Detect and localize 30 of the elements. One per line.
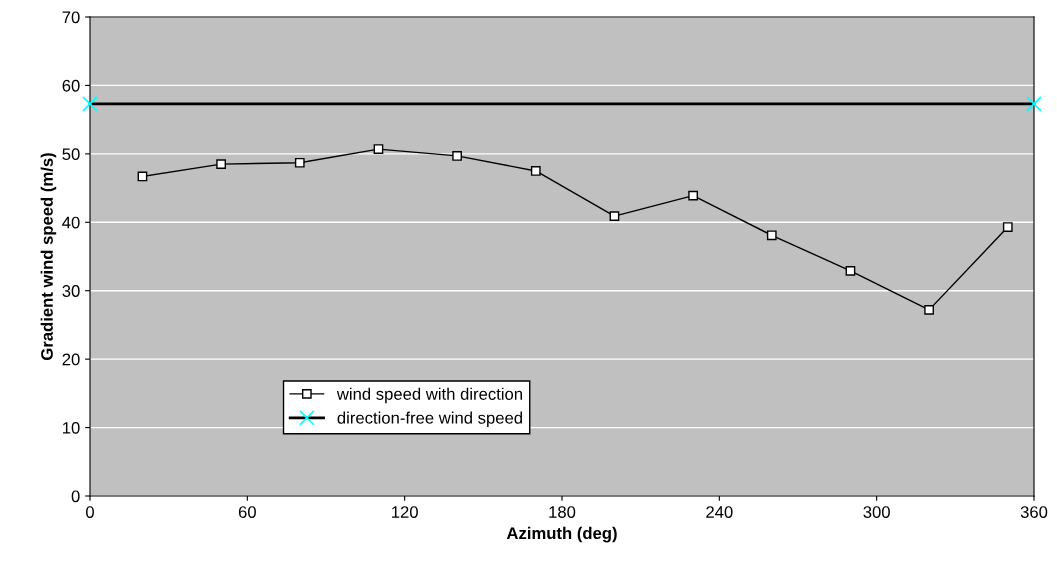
x-tick-label: 120 — [392, 506, 418, 518]
point — [373, 144, 384, 154]
x-tick-label: 360 — [1020, 506, 1048, 518]
point — [766, 230, 777, 241]
point — [924, 305, 934, 315]
y-tick-label: 60 — [62, 79, 80, 92]
point — [216, 159, 226, 169]
y-tick-label: 30 — [62, 285, 80, 297]
y-tick-label: 70 — [62, 11, 80, 24]
x-tick-label: 60 — [238, 506, 256, 518]
x-tick-label: 240 — [706, 506, 733, 518]
point — [609, 211, 620, 221]
x-axis-title: Azimuth (deg) — [506, 526, 617, 543]
y-tick-label: 50 — [62, 148, 80, 161]
x-tick-label: 0 — [86, 506, 94, 518]
point — [452, 151, 462, 161]
point — [845, 266, 856, 276]
x-tick-label: 300 — [863, 506, 890, 518]
y-tick-label: 10 — [63, 421, 80, 434]
x-tick-label: 180 — [549, 506, 576, 518]
y-tick-label: 20 — [62, 353, 80, 366]
point — [688, 190, 698, 201]
point — [530, 166, 541, 176]
y-tick-label: 0 — [71, 490, 80, 503]
point — [294, 157, 305, 168]
legend-label: direction-free wind speed — [337, 411, 522, 428]
legend-label: wind speed with direction — [336, 387, 522, 404]
y-tick-label: 40 — [62, 216, 80, 229]
point — [1002, 222, 1013, 232]
y-axis-title: Gradient wind speed (m/s) — [40, 153, 57, 360]
